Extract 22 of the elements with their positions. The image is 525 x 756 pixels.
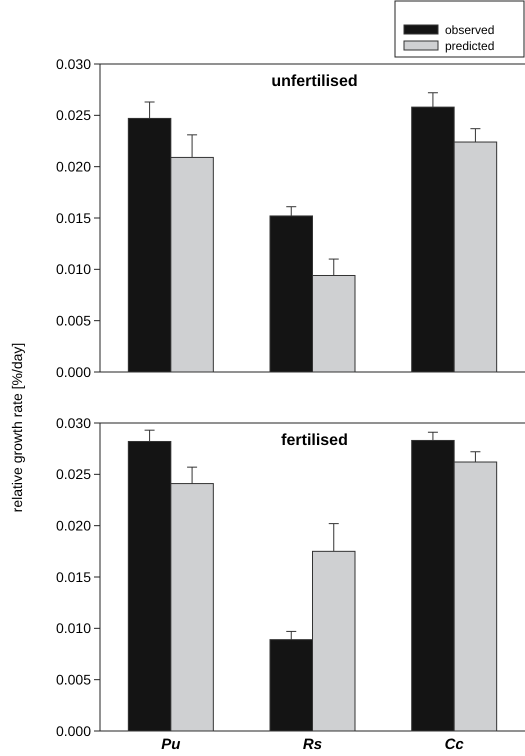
text: unfertilised: [271, 73, 358, 90]
y-tick-label: 0.020: [56, 158, 92, 175]
y-tick-label: 0.000: [56, 364, 92, 380]
y-tick-label: 0.030: [56, 414, 92, 431]
y-tick-label: 0.020: [56, 518, 92, 534]
y-tick-label: 0.015: [56, 568, 92, 585]
y-tick-label: 0.005: [56, 672, 92, 688]
x-tick-label: Pu: [161, 736, 180, 753]
y-tick-label: 0.010: [56, 620, 92, 636]
legend-label: predicted: [445, 39, 494, 54]
y-tick-label: 0.025: [56, 107, 92, 124]
y-axis-title: relative growth rate [%/day]: [9, 342, 25, 512]
y-tick-label: 0.030: [56, 56, 92, 72]
y-tick-label: 0.010: [56, 261, 92, 278]
legend-label: observed: [445, 23, 494, 38]
y-tick-label: 0.000: [56, 722, 92, 739]
text: fertilised: [281, 432, 348, 449]
y-tick-label: 0.005: [56, 312, 92, 329]
x-tick-label: Cc: [444, 736, 464, 753]
y-tick-label: 0.015: [56, 210, 92, 226]
y-tick-label: 0.025: [56, 466, 92, 482]
x-tick-label: Rs: [302, 736, 322, 753]
